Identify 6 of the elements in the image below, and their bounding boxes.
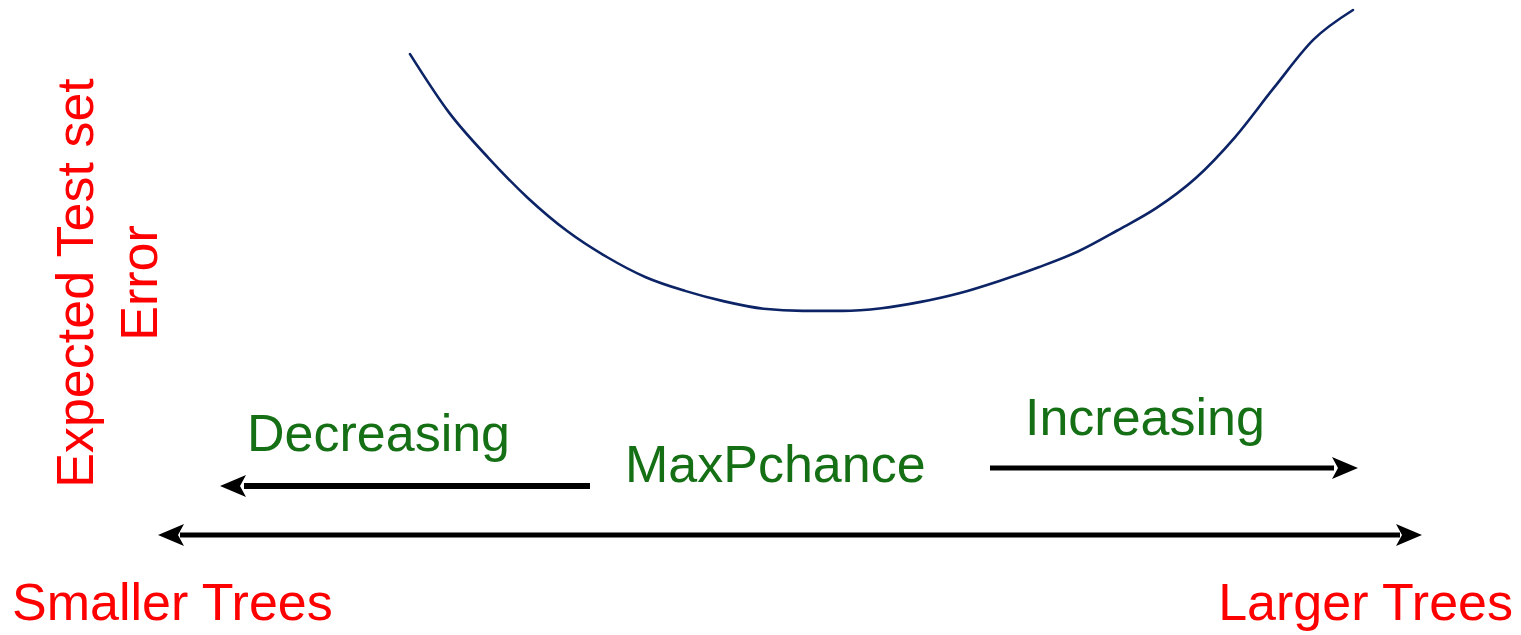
annotation: Increasing (1025, 388, 1265, 446)
annotation: MaxPchance (625, 435, 926, 493)
text: Smaller Trees (12, 573, 333, 631)
text: Larger Trees (1218, 573, 1513, 631)
y-axis-title: Expected Test set Error (46, 77, 168, 488)
annotation: Decreasing (247, 404, 511, 462)
